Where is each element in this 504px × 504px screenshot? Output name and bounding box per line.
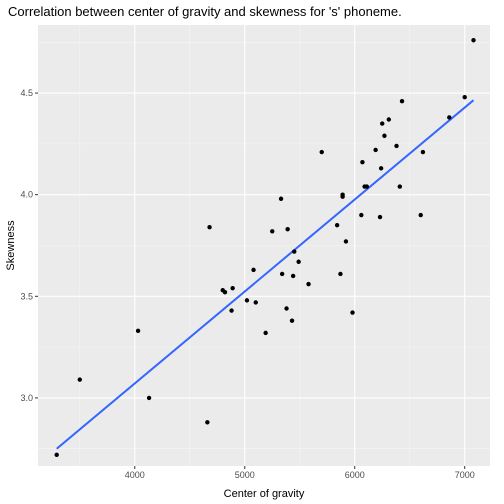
data-point [447, 115, 452, 120]
y-axis-ticks: 3.0 3.5 4.0 4.5 [20, 88, 38, 403]
x-tick-label: 5000 [235, 470, 255, 480]
data-point [54, 452, 59, 458]
data-point [279, 271, 285, 277]
data-point [229, 308, 234, 313]
data-point [382, 133, 387, 138]
x-axis-title: Center of gravity [224, 488, 305, 500]
data-point [386, 117, 392, 122]
y-axis-title: Skewness [5, 220, 17, 271]
fit-line-layer [56, 99, 475, 450]
data-point [290, 273, 296, 279]
data-point [270, 229, 275, 234]
data-point [251, 267, 256, 273]
data-point [420, 149, 426, 155]
chart-title: Correlation between center of gravity an… [8, 4, 402, 19]
data-point [77, 377, 82, 382]
data-point [263, 330, 268, 336]
data-point [364, 184, 370, 189]
data-point [360, 159, 365, 165]
data-point [418, 212, 423, 218]
data-point [135, 328, 141, 334]
data-point [207, 225, 212, 230]
data-point [278, 196, 284, 201]
data-point [377, 214, 383, 220]
data-point [350, 310, 355, 315]
y-tick-label: 4.0 [20, 190, 33, 200]
data-point [205, 420, 210, 425]
data-point [399, 99, 405, 104]
y-tick-label: 3.0 [20, 393, 33, 403]
data-point [462, 94, 467, 100]
data-point [397, 184, 403, 189]
data-point [380, 121, 385, 126]
regression-line [56, 99, 475, 450]
data-point [289, 318, 295, 323]
data-point [230, 285, 235, 291]
y-tick-label: 3.5 [20, 291, 33, 301]
data-point [340, 192, 345, 197]
data-point [296, 259, 301, 264]
data-point [253, 300, 258, 305]
data-point [244, 298, 250, 303]
y-tick-label: 4.5 [20, 88, 33, 98]
data-point [222, 290, 228, 295]
data-point [343, 239, 349, 244]
data-point [319, 149, 324, 155]
data-point [285, 227, 290, 232]
data-point [334, 222, 340, 228]
data-points [54, 38, 476, 458]
x-axis-ticks: 4000 5000 6000 7000 [125, 466, 475, 480]
data-point [146, 395, 152, 401]
data-point [394, 143, 399, 149]
data-point [378, 166, 384, 171]
x-tick-label: 7000 [455, 470, 475, 480]
data-point [373, 147, 378, 153]
data-point [292, 249, 297, 254]
x-tick-label: 4000 [125, 470, 145, 480]
data-point [306, 281, 311, 287]
data-point [284, 306, 289, 311]
data-point [359, 212, 364, 218]
x-tick-label: 6000 [345, 470, 365, 480]
grid-lines [38, 25, 490, 466]
data-point [471, 38, 476, 43]
data-point [338, 271, 343, 277]
